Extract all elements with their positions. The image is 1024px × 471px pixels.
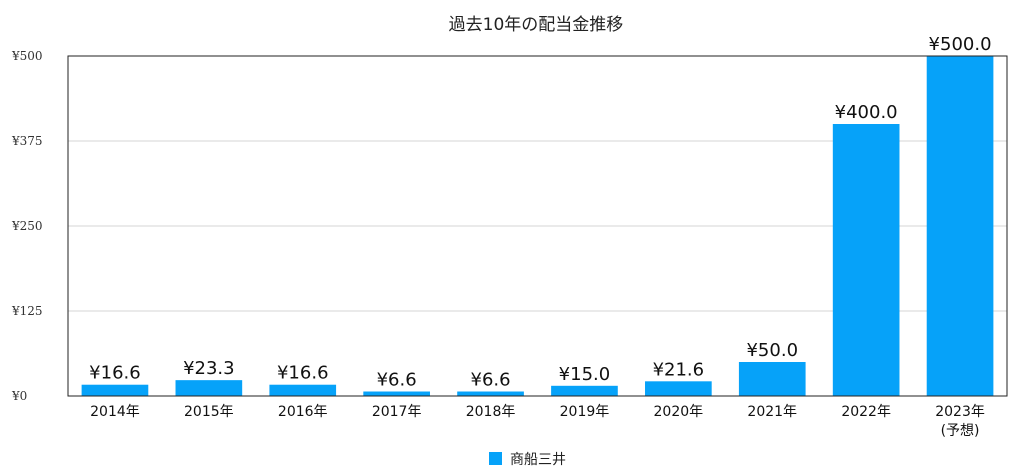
- bars: [81, 56, 994, 396]
- legend-swatch: [489, 452, 502, 465]
- x-tick-label: 2023年: [935, 404, 985, 420]
- y-tick-label: ¥250: [11, 219, 43, 233]
- bar[interactable]: [269, 384, 337, 396]
- x-axis-ticks: 2014年 2015年 2016年 2017年 2018年 2019年 2020年 2021年…: [90, 404, 985, 439]
- y-tick-label: ¥500: [11, 49, 43, 63]
- data-label: ¥21.6: [653, 359, 705, 380]
- x-tick-label: 2014年: [90, 404, 140, 420]
- bar[interactable]: [645, 381, 712, 396]
- y-tick-label: ¥375: [11, 134, 43, 148]
- data-label: ¥16.6: [277, 363, 329, 384]
- x-tick-label: 2017年: [372, 404, 422, 420]
- bar[interactable]: [175, 380, 243, 396]
- data-label: ¥23.3: [183, 358, 235, 379]
- x-tick-label: 2022年: [841, 404, 891, 420]
- data-label: ¥400.0: [835, 102, 898, 123]
- bar[interactable]: [81, 384, 149, 396]
- y-tick-label: ¥125: [11, 304, 43, 318]
- bar[interactable]: [363, 391, 430, 396]
- bar[interactable]: [832, 124, 900, 396]
- data-label: ¥500.0: [929, 34, 992, 55]
- plot-frame: [67, 55, 1008, 397]
- data-label: ¥6.6: [377, 370, 417, 391]
- x-tick-label: 2021年: [747, 404, 797, 420]
- bar[interactable]: [457, 391, 524, 396]
- data-label: ¥15.0: [559, 364, 611, 385]
- x-tick-label: 2016年: [278, 404, 328, 420]
- x-tick-label: 2019年: [560, 404, 610, 420]
- x-tick-label: 2015年: [184, 404, 234, 420]
- data-labels: ¥16.6 ¥23.3 ¥16.6 ¥6.6 ¥6.6 ¥15.0 ¥21.6 ¥50.0 ¥4…: [89, 34, 991, 391]
- y-tick-label: ¥0: [11, 389, 27, 403]
- bar[interactable]: [926, 56, 994, 396]
- data-label: ¥6.6: [471, 370, 511, 391]
- x-tick-label: 2018年: [466, 404, 516, 420]
- x-tick-label: 2020年: [654, 404, 704, 420]
- bar[interactable]: [551, 385, 618, 396]
- data-label: ¥50.0: [746, 340, 798, 361]
- bar[interactable]: [738, 362, 806, 396]
- data-label: ¥16.6: [89, 363, 141, 384]
- legend-label: 商船三井: [510, 452, 566, 468]
- y-axis-ticks: ¥0 ¥125 ¥250 ¥375 ¥500: [11, 49, 43, 403]
- x-tick-sublabel: (予想): [941, 423, 980, 439]
- chart-title: 過去10年の配当金推移: [449, 15, 624, 35]
- legend[interactable]: 商船三井: [489, 452, 566, 468]
